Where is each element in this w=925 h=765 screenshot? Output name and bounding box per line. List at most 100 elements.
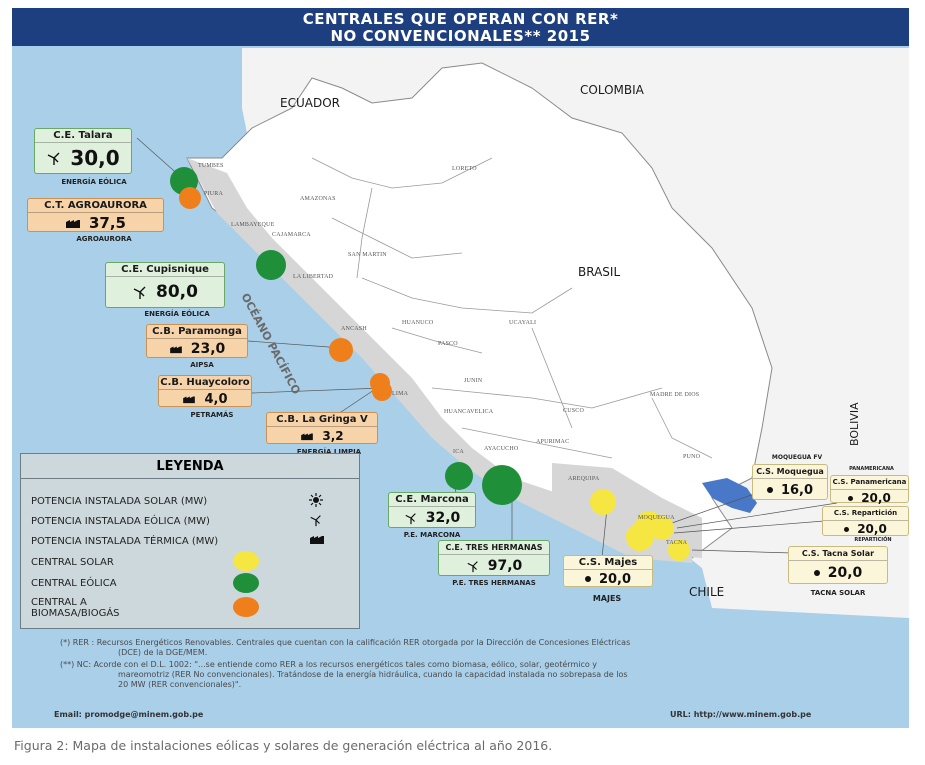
thermal-plant-icon [301, 433, 314, 441]
plant-sublabel: MAJES [592, 594, 622, 603]
legend-item: POTENCIA INSTALADA TÉRMICA (MW) [31, 536, 219, 547]
note-line: (DCE) de la DGE/MEM. [118, 648, 208, 657]
plant-value: 4,0 [204, 391, 228, 407]
plant-value: 20,0 [827, 565, 863, 581]
lake-titicaca [702, 478, 757, 513]
region-label: AYACUCHO [484, 446, 519, 452]
thermal-plant-icon [183, 396, 196, 404]
connector-lines [136, 137, 838, 559]
plant-sublabel: REPARTICIÓN [854, 537, 892, 543]
plant-sublabel: MOQUEGUA FV [771, 454, 823, 461]
plant-value: 30,0 [70, 146, 120, 170]
coastal-region [187, 158, 692, 563]
plant-sublabel: TACNA SOLAR [810, 589, 866, 597]
plant-name: C.E. Marcona [389, 493, 475, 507]
legend-item: CENTRAL SOLAR [31, 557, 114, 568]
plant-box-huaycoloro: C.B. Huaycoloro 4,0 [158, 375, 252, 407]
country-bolivia: BOLIVIA [848, 402, 861, 446]
plant-name: C.E. TRES HERMANAS [439, 541, 549, 555]
sun-icon [844, 526, 850, 532]
figure-caption: Figura 2: Mapa de instalaciones eólicas … [14, 738, 553, 753]
country-brasil: BRASIL [578, 265, 621, 279]
legend-item: POTENCIA INSTALADA SOLAR (MW) [31, 496, 208, 507]
sun-icon [309, 493, 323, 507]
region-label: MOQUEGUA [638, 515, 675, 521]
region-label: JUNIN [464, 378, 483, 384]
plant-box-panamericana: C.S. Panamericana 20,0 [830, 475, 909, 505]
marker-marcona [445, 462, 473, 490]
marker-agroaurora [179, 187, 201, 209]
plant-box-lagringa: C.B. La Gringa V 3,2 [266, 412, 378, 444]
region-label: PIURA [204, 191, 224, 197]
wind-turbine-icon [133, 286, 146, 299]
marker-cupisnique [256, 250, 286, 280]
map-title-line1: CENTRALES QUE OPERAN CON RER* [302, 10, 619, 28]
plant-name: C.S. Majes [564, 556, 652, 570]
plant-box-marcona: C.E. Marcona 32,0 [388, 492, 476, 528]
wind-turbine-icon [47, 152, 60, 165]
plant-box-tacna: C.S. Tacna Solar 20,0 [788, 546, 888, 584]
plant-sublabel: AIPSA [190, 361, 214, 369]
sun-icon [813, 570, 820, 576]
marker-tacna [668, 539, 690, 561]
plant-box-moquegua: C.S. Moquegua 16,0 [752, 464, 828, 500]
plant-name: C.E. Cupisnique [106, 263, 224, 277]
country-chile: CHILE [689, 585, 725, 599]
legend: LEYENDA POTENCIA INSTALADA SOLAR (MW) PO… [20, 453, 360, 629]
peru-map [136, 48, 909, 618]
region-label: LAMBAYEQUE [231, 222, 275, 228]
region-label: PASCO [438, 341, 458, 347]
region-label: APURIMAC [536, 439, 570, 445]
legend-item: CENTRAL A [31, 597, 87, 608]
region-label: LA LIBERTAD [293, 274, 334, 280]
marker-panamericana [650, 516, 674, 540]
marker-treshermanas [482, 465, 522, 505]
plant-box-reparticion: C.S. Repartición 20,0 [822, 506, 909, 536]
plant-value: 20,0 [598, 571, 632, 587]
thermal-plant-icon [310, 536, 324, 544]
sun-icon [848, 495, 854, 501]
plant-name: C.E. Talara [35, 129, 131, 143]
plant-box-treshermanas: C.E. TRES HERMANAS 97,0 [438, 540, 550, 576]
region-label: PUNO [683, 454, 701, 460]
footer-email: Email: promodge@minem.gob.pe [54, 710, 204, 719]
plant-sublabel: AGROAURORA [76, 235, 132, 243]
region-label: TACNA [666, 540, 688, 546]
wind-turbine-icon [310, 515, 321, 527]
map-title: CENTRALES QUE OPERAN CON RER* NO CONVENC… [12, 8, 909, 46]
plant-name: C.B. Huaycoloro [159, 377, 251, 390]
region-label: ICA [453, 449, 464, 455]
plant-value: 97,0 [487, 558, 523, 574]
plant-sublabel: PETRAMÁS [190, 411, 234, 419]
region-label: ANCASH [341, 326, 367, 332]
sun-icon [584, 576, 591, 582]
legend-item: POTENCIA INSTALADA EÓLICA (MW) [31, 516, 210, 527]
plant-sublabel: P.E. MARCONA [403, 531, 461, 539]
region-label: UCAYALI [509, 320, 537, 326]
plant-name: C.S. Repartición [823, 507, 908, 521]
plant-value: 32,0 [425, 510, 461, 526]
region-label: LIMA [392, 391, 409, 397]
footer-url: URL: http://www.minem.gob.pe [670, 710, 812, 719]
marker-majes [590, 489, 616, 515]
region-label: TUMBES [198, 163, 224, 169]
plant-value: 3,2 [322, 429, 344, 443]
plant-name: C.T. AGROAURORA [28, 199, 163, 213]
marker-lagringa [372, 381, 392, 401]
marker-paramonga [329, 338, 353, 362]
legend-title: LEYENDA [21, 454, 359, 479]
note-line: (*) RER : Recursos Energéticos Renovable… [60, 638, 631, 647]
plant-sublabel: PANAMERICANA [849, 466, 894, 472]
region-label: LORETO [452, 166, 477, 172]
plant-name: C.B. Paramonga [147, 325, 247, 339]
plant-sublabel: P.E. TRES HERMANAS [452, 579, 536, 587]
region-label: MADRE DE DIOS [650, 392, 700, 398]
solar-swatch [233, 551, 259, 571]
region-label: CAJAMARCA [272, 232, 311, 238]
country-ecuador: ECUADOR [280, 96, 340, 110]
note-line: mareomotriz (RER No convencionales). Tra… [118, 670, 628, 679]
region-label: AMAZONAS [300, 196, 336, 202]
plant-box-majes: C.S. Majes 20,0 [563, 555, 653, 587]
region-label: HUANCAVELICA [444, 409, 494, 415]
